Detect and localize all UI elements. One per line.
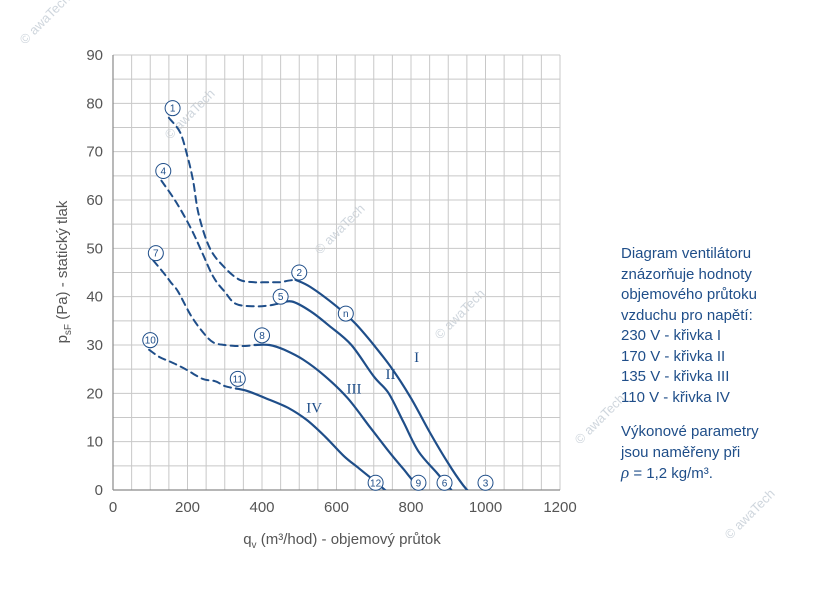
note-line: 170 V - křivka II (621, 347, 726, 365)
x-tick-label: 600 (324, 499, 349, 516)
note-line: 230 V - křivka I (621, 327, 722, 344)
point-marker-label: 4 (161, 167, 167, 178)
point-marker-4: 4 (155, 163, 172, 179)
curve-II-dashed (160, 179, 278, 308)
curve-label-I: I (414, 350, 419, 366)
point-marker-circle (229, 370, 246, 387)
point-marker-n: n (337, 305, 354, 322)
x-axis-title: qv (m³/hod) - objemový průtok (243, 531, 441, 551)
x-tick-label: 0 (109, 499, 117, 516)
grid (112, 54, 561, 491)
point-marker-5: 5 (272, 288, 289, 305)
rho-symbol: ρ (621, 463, 630, 482)
point-marker-circle (436, 474, 453, 491)
point-marker-label: 8 (259, 331, 265, 342)
rho-line: ρ = 1,2 kg/m³. (621, 463, 821, 485)
note-line: 110 V - křivka IV (621, 388, 730, 406)
point-marker-12: 12 (367, 474, 384, 491)
y-tick-label: 80 (86, 95, 103, 112)
point-marker-label: 3 (483, 478, 489, 489)
note-line: 135 V - křivka III (621, 368, 730, 385)
point-marker-11: 11 (229, 370, 246, 387)
point-marker-10: 10 (142, 332, 159, 349)
point-marker-3: 3 (477, 474, 494, 491)
y-tick-label: 70 (86, 144, 103, 161)
point-marker-label: 11 (233, 374, 244, 385)
point-marker-label: 12 (370, 478, 382, 489)
note-line: objemového průtoku (621, 286, 757, 303)
curve-II-solid (275, 300, 453, 490)
point-marker-circle (142, 332, 159, 349)
point-marker-circle (410, 474, 427, 491)
x-tick-label: 400 (249, 499, 274, 516)
point-marker-label: 7 (153, 249, 159, 260)
y-tick-label: 0 (95, 482, 103, 499)
point-marker-8: 8 (254, 327, 270, 344)
y-axis-title: psF (Pa) - statický tlak (54, 200, 74, 343)
point-marker-circle (164, 100, 181, 117)
x-tick-label: 1000 (469, 499, 502, 516)
curve-label-III: III (347, 381, 362, 397)
point-marker-label: 6 (442, 478, 448, 489)
curve-label-II: II (386, 367, 396, 383)
x-tick-label: 1200 (543, 499, 576, 516)
tick-labels: 0 200 400 600 800 1000 1200 0 10 20 30 40 50 60 70 80 90 (86, 47, 576, 516)
point-marker-label: 2 (296, 268, 302, 279)
curve-I-dashed (167, 116, 297, 284)
point-marker-9: 9 (410, 474, 427, 491)
point-marker-label: 9 (416, 478, 422, 489)
curve-III-dashed (152, 259, 256, 348)
watermark-text: © awaTech (722, 486, 778, 542)
point-marker-label: n (343, 309, 349, 320)
curve-label-IV: IV (306, 401, 322, 417)
perf-line-2: jsou naměřeny při (621, 443, 741, 461)
point-marker-7: 7 (147, 245, 164, 262)
x-tick-label: 200 (175, 499, 200, 516)
curve-IV-dashed (148, 348, 237, 390)
point-marker-circle (291, 264, 308, 281)
point-marker-label: 1 (170, 104, 176, 115)
y-tick-label: 90 (86, 47, 103, 64)
point-marker-circle (337, 305, 354, 322)
point-marker-label: 10 (145, 336, 157, 347)
point-marker-circle (272, 288, 289, 305)
point-marker-circle (477, 474, 494, 491)
point-marker-label: 5 (278, 292, 284, 303)
point-marker-circle (367, 474, 384, 491)
y-tick-label: 40 (86, 289, 103, 306)
point-marker-circle (147, 245, 164, 262)
note-line: Diagram ventilátoru (621, 245, 752, 262)
watermark-text: © awaTech (432, 286, 488, 342)
point-marker-6: 6 (436, 474, 453, 491)
side-note: Diagram ventilátoru znázorňuje hodnoty o… (621, 244, 821, 485)
rho-value: = 1,2 kg/m³. (629, 465, 713, 482)
curves (148, 116, 469, 490)
point-marker-1: 1 (164, 100, 181, 117)
y-tick-label: 30 (86, 337, 103, 354)
y-tick-label: 60 (86, 192, 103, 209)
note-line: znázorňuje hodnoty (621, 265, 752, 283)
y-tick-label: 20 (86, 385, 103, 402)
point-marker-2: 2 (291, 264, 308, 281)
watermark-text: © awaTech (17, 0, 73, 47)
x-tick-label: 800 (398, 499, 423, 516)
y-tick-label: 10 (86, 434, 103, 451)
curve-I-solid (294, 278, 469, 490)
y-tick-label: 50 (86, 240, 103, 257)
note-line: vzduchu pro napětí: (621, 306, 753, 324)
watermark-text: © awaTech (572, 391, 628, 447)
point-marker-circle (155, 163, 172, 179)
perf-line-1: Výkonové parametry (621, 423, 759, 440)
point-marker-circle (254, 327, 270, 344)
